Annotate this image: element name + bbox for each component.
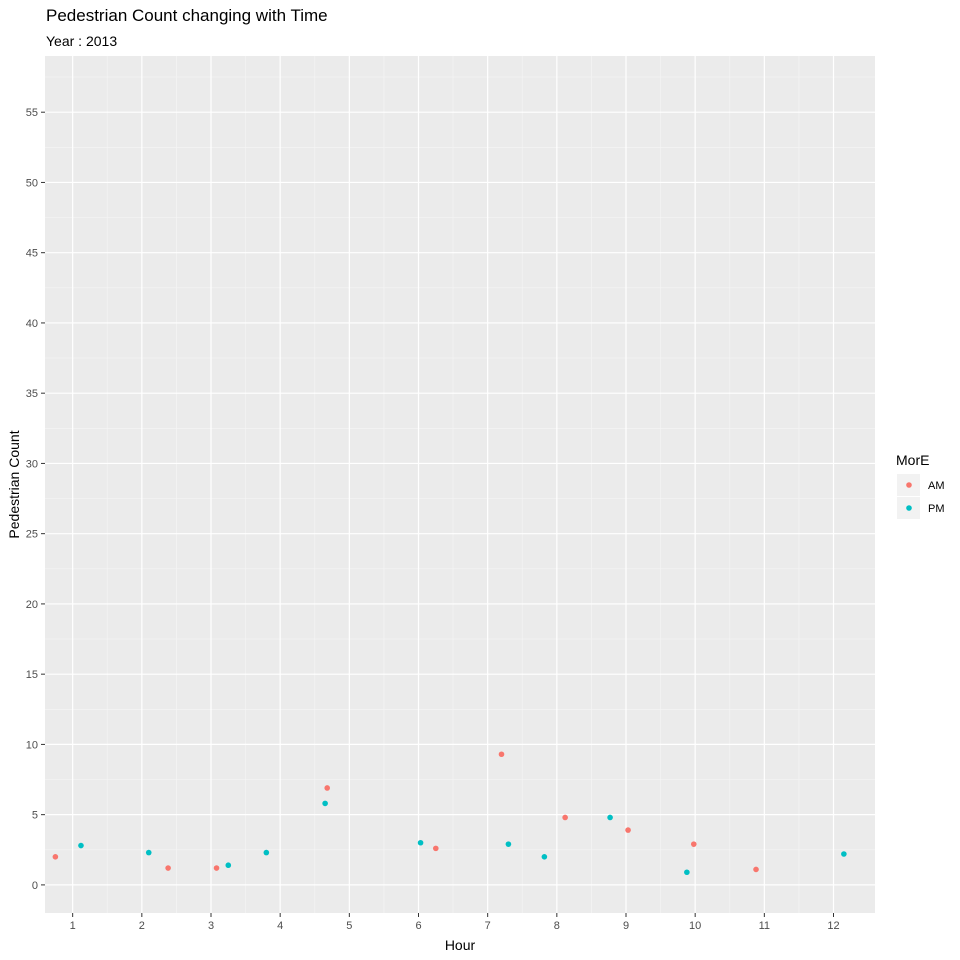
data-point-pm bbox=[607, 814, 613, 821]
major-gridlines bbox=[45, 56, 875, 913]
data-point-am bbox=[213, 865, 220, 871]
y-axis-title: Pedestrian Count bbox=[6, 430, 22, 538]
y-tick-label: 0 bbox=[32, 880, 38, 892]
data-points bbox=[52, 751, 847, 876]
y-tick-label: 50 bbox=[26, 177, 38, 189]
legend-items: AM PM bbox=[897, 474, 945, 519]
legend-label-am: AM bbox=[928, 480, 945, 492]
data-point-am bbox=[324, 785, 331, 791]
legend-key-pm bbox=[906, 505, 912, 511]
x-tick-label: 3 bbox=[208, 920, 214, 932]
x-axis-ticks: 1 2 3 4 5 6 7 8 9 10 11 12 bbox=[70, 913, 840, 932]
y-tick-label: 25 bbox=[26, 529, 38, 541]
data-point-pm bbox=[541, 854, 548, 860]
data-point-am bbox=[432, 845, 439, 852]
x-tick-label: 8 bbox=[554, 920, 560, 932]
data-point-pm bbox=[505, 841, 512, 847]
x-tick-label: 11 bbox=[759, 920, 770, 932]
plot-panel bbox=[45, 56, 875, 913]
x-axis-title: Hour bbox=[445, 937, 476, 953]
x-tick-label: 5 bbox=[346, 920, 352, 932]
y-tick-label: 55 bbox=[26, 107, 38, 119]
y-tick-label: 15 bbox=[26, 669, 38, 681]
y-tick-label: 10 bbox=[26, 739, 38, 751]
y-axis-ticks: 0 5 10 15 20 25 30 35 40 45 50 55 bbox=[26, 107, 45, 892]
legend-title: MorE bbox=[896, 452, 929, 468]
legend-label-pm: PM bbox=[928, 503, 945, 515]
data-point-am bbox=[165, 865, 171, 871]
x-tick-label: 9 bbox=[623, 920, 629, 932]
data-point-pm bbox=[417, 839, 424, 846]
x-tick-label: 1 bbox=[70, 920, 76, 932]
data-point-pm bbox=[225, 862, 232, 869]
x-tick-label: 2 bbox=[139, 920, 145, 932]
y-tick-label: 40 bbox=[26, 318, 38, 330]
data-point-am bbox=[562, 814, 568, 821]
data-point-am bbox=[753, 866, 759, 873]
data-point-am bbox=[52, 854, 59, 860]
y-tick-label: 35 bbox=[26, 388, 38, 400]
data-point-pm bbox=[78, 842, 84, 849]
data-point-pm bbox=[841, 851, 847, 857]
data-point-am bbox=[498, 751, 505, 758]
y-tick-label: 20 bbox=[26, 599, 38, 611]
chart-title: Pedestrian Count changing with Time bbox=[46, 6, 328, 25]
legend: MorE AM PM bbox=[896, 452, 945, 519]
data-point-am bbox=[690, 841, 697, 847]
data-point-pm bbox=[684, 869, 690, 876]
y-tick-label: 5 bbox=[32, 810, 38, 822]
y-tick-label: 45 bbox=[26, 248, 38, 260]
x-tick-label: 12 bbox=[827, 920, 839, 932]
x-tick-label: 7 bbox=[485, 920, 491, 932]
data-point-pm bbox=[322, 800, 328, 807]
x-tick-label: 10 bbox=[689, 920, 701, 932]
legend-key-am bbox=[906, 482, 912, 488]
chart-subtitle: Year : 2013 bbox=[46, 33, 118, 49]
data-point-am bbox=[625, 827, 631, 833]
minor-gridlines bbox=[45, 56, 875, 913]
y-tick-label: 30 bbox=[26, 458, 38, 470]
x-tick-label: 6 bbox=[415, 920, 421, 932]
data-point-pm bbox=[145, 849, 152, 856]
data-point-pm bbox=[263, 849, 270, 856]
x-tick-label: 4 bbox=[277, 920, 283, 932]
